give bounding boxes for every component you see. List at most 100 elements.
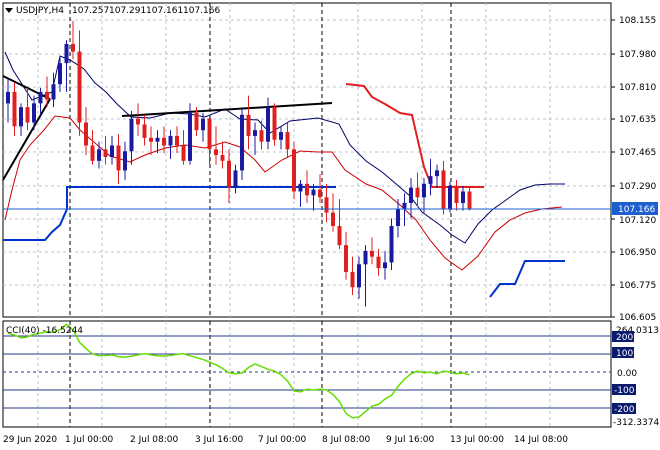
candle-body (383, 262, 387, 269)
candle-body (311, 189, 316, 196)
candle-body (214, 149, 218, 156)
candle-body (363, 250, 368, 265)
time-label: 14 Jul 08:00 (514, 435, 568, 445)
candle-body (272, 107, 277, 140)
candle-body (188, 112, 192, 161)
candle-body (12, 91, 17, 127)
candle-body (136, 118, 140, 125)
time-label: 1 Jul 00:00 (65, 435, 114, 445)
candle-body (376, 256, 381, 269)
candle-body (25, 107, 30, 123)
candle-body (207, 118, 212, 150)
candle-body (233, 170, 238, 188)
candle-body (253, 130, 257, 136)
candle-body (201, 118, 205, 131)
candle-body (116, 145, 121, 171)
candle-body (175, 135, 179, 146)
cci-level-tag: -100 (614, 386, 635, 396)
candle-body (324, 197, 329, 213)
time-label: 3 Jul 16:00 (195, 435, 244, 445)
time-label: 7 Jul 00:00 (258, 435, 307, 445)
candle-body (38, 91, 43, 104)
price-tick: 107.635 (619, 115, 656, 125)
candle-body (181, 145, 186, 161)
candle-body (415, 187, 420, 198)
candle-body (45, 91, 49, 100)
collapse-triangle-icon[interactable] (5, 8, 13, 13)
price-tick: 107.120 (619, 216, 656, 226)
time-label: 2 Jul 08:00 (130, 435, 179, 445)
candle-body (441, 170, 446, 209)
support-step-line-2 (489, 260, 565, 298)
candle-body (350, 271, 355, 288)
candle-body (259, 130, 264, 142)
candle-body (240, 114, 244, 171)
price-tick: 106.605 (619, 313, 656, 323)
candle-body (448, 185, 452, 209)
open-value: 107.257 (72, 6, 109, 16)
candle-body (58, 63, 62, 85)
cci-max-label: 264.0313 (616, 326, 659, 336)
candle-body (467, 191, 472, 209)
time-label: 29 Jun 2020 (3, 435, 57, 445)
candle-body (142, 124, 147, 138)
candle-body (370, 250, 374, 257)
candle-body (84, 122, 88, 146)
candle-body (428, 176, 433, 184)
candle-body (149, 137, 153, 142)
candle-body (103, 149, 108, 158)
candle-body (357, 264, 361, 288)
candle-body (71, 43, 75, 52)
candle-body (110, 145, 114, 158)
time-axis: 29 Jun 2020 1 Jul 00:00 2 Jul 08:00 3 Ju… (3, 435, 568, 445)
cci-level-tag: 100 (616, 349, 633, 359)
candle-body (97, 149, 101, 161)
candles (6, 20, 472, 307)
price-tick: 107.465 (619, 148, 656, 158)
candle-body (194, 112, 199, 131)
candle-body (285, 132, 290, 150)
candle-body (292, 149, 296, 192)
chart-overlays (2, 51, 565, 298)
cci-panel[interactable] (2, 320, 612, 428)
cci-level-tag: -200 (614, 405, 635, 415)
candle-body (344, 245, 348, 272)
price-tick: 107.810 (619, 83, 656, 93)
candle-body (454, 185, 459, 203)
candle-body (90, 145, 95, 161)
cci-level-tags: 200 100 0.00 -100 -200 (612, 331, 637, 415)
candle-body (77, 51, 82, 123)
price-panel[interactable] (2, 2, 612, 318)
price-tick: 106.775 (619, 281, 656, 291)
cci-plot (7, 323, 470, 419)
candle-body (220, 155, 225, 161)
candle-body (279, 132, 283, 140)
support-step-line (3, 186, 336, 241)
price-axis: 108.155 107.980 107.810 107.635 107.465 … (611, 16, 656, 323)
price-tick: 107.980 (619, 50, 656, 60)
candle-body (227, 160, 231, 188)
candle-body (162, 137, 166, 146)
triangle-trendline (2, 98, 51, 181)
symbol-label: USDJPY,H4 (16, 6, 64, 16)
cci-level-tag: 200 (616, 333, 633, 343)
candle-body (409, 187, 413, 203)
candle-body (318, 189, 322, 198)
candle-body (266, 107, 270, 142)
cci-label: CCI(40) -16.5244 (6, 326, 83, 336)
candle-body (19, 107, 23, 127)
candle-body (435, 170, 439, 177)
slow-ma-line (4, 115, 563, 271)
close-value: 107.166 (183, 6, 220, 16)
candle-body (422, 183, 426, 198)
candle-body (123, 151, 127, 171)
candle-body (461, 191, 465, 203)
candle-body (298, 183, 303, 192)
cci-line (7, 323, 470, 419)
candle-body (168, 135, 173, 146)
cci-level-lines (3, 335, 611, 409)
time-label: 13 Jul 00:00 (450, 435, 504, 445)
candle-body (305, 183, 309, 196)
price-tick: 106.950 (619, 248, 656, 258)
